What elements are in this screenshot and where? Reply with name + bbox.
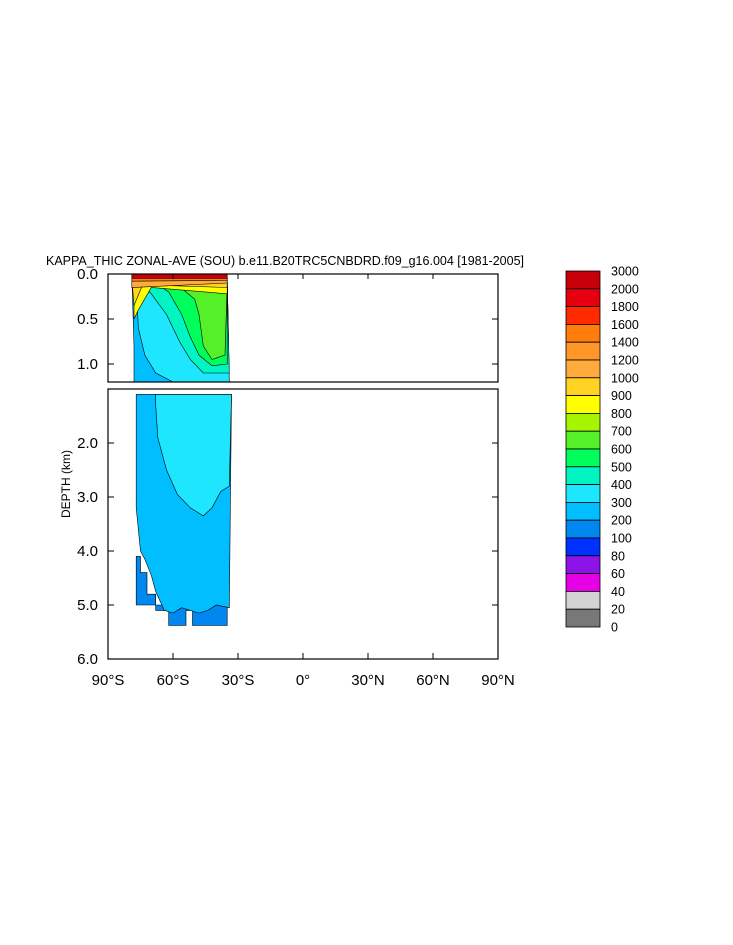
colorbar-swatch: [565, 323, 601, 343]
x-tick-label: 30°N: [351, 672, 385, 689]
x-tick-label: 90°N: [481, 672, 515, 689]
lower-panel-fill: [135, 394, 232, 626]
colorbar-label: 3000: [611, 265, 639, 279]
y-tick-label: 5.0: [77, 597, 98, 614]
colorbar-swatch: [565, 484, 601, 503]
upper-panel-fill: [131, 274, 230, 382]
colorbar-swatch: [565, 395, 601, 414]
colorbar-swatch: [565, 608, 601, 628]
colorbar-swatch: [565, 555, 601, 574]
colorbar-label: 20: [611, 603, 625, 617]
colorbar-label: 800: [611, 407, 632, 421]
x-tick-label: 90°S: [92, 672, 125, 689]
axis-ticks: 90°S 60°S 30°S 0° 30°N 60°N 90°N 0.0 0.5 1.0 2.0 3.…: [77, 266, 515, 689]
colorbar-swatch: [565, 466, 601, 485]
colorbar-swatch: [565, 288, 601, 307]
y-tick-label: 3.0: [77, 489, 98, 506]
colorbar: 3000200018001600140012001000900800700600…: [565, 265, 639, 635]
colorbar-label: 600: [611, 443, 632, 457]
x-tick-label: 30°S: [222, 672, 255, 689]
contour-region-upper-700: [172, 284, 228, 360]
colorbar-label: 1600: [611, 318, 639, 332]
colorbar-swatch: [565, 270, 601, 290]
colorbar-label: 1800: [611, 300, 639, 314]
colorbar-label: 2000: [611, 282, 639, 296]
contour-region-lower-400: [155, 394, 232, 517]
colorbar-label: 200: [611, 514, 632, 528]
colorbar-swatch: [565, 341, 601, 361]
colorbar-swatch: [565, 519, 601, 539]
colorbar-label: 1400: [611, 336, 639, 350]
colorbar-label: 100: [611, 532, 632, 546]
colorbar-label: 500: [611, 460, 632, 474]
y-tick-label: 0.5: [77, 311, 98, 328]
colorbar-label: 1000: [611, 371, 639, 385]
x-tick-label: 0°: [296, 672, 310, 689]
y-tick-label: 6.0: [77, 651, 98, 668]
colorbar-label: 1200: [611, 354, 639, 368]
x-tick-label: 60°S: [157, 672, 190, 689]
y-tick-label: 4.0: [77, 543, 98, 560]
colorbar-label: 60: [611, 567, 625, 581]
colorbar-swatch: [565, 306, 601, 325]
colorbar-swatch: [565, 591, 601, 610]
colorbar-swatch: [565, 412, 601, 432]
chart-title: KAPPA_THIC ZONAL-AVE (SOU) b.e11.B20TRC5…: [46, 254, 524, 268]
colorbar-swatch: [565, 430, 601, 450]
colorbar-label: 700: [611, 425, 632, 439]
colorbar-swatch: [565, 537, 601, 557]
colorbar-swatch: [565, 501, 601, 521]
x-tick-label: 60°N: [416, 672, 450, 689]
y-tick-label: 0.0: [77, 266, 98, 283]
colorbar-label: 80: [611, 549, 625, 563]
y-tick-label: 1.0: [77, 356, 98, 373]
colorbar-label: 40: [611, 585, 625, 599]
y-tick-label: 2.0: [77, 435, 98, 452]
colorbar-label: 400: [611, 478, 632, 492]
colorbar-swatch: [565, 448, 601, 468]
colorbar-swatch: [565, 377, 601, 396]
colorbar-label: 900: [611, 389, 632, 403]
contour-region-upper-3000: [131, 274, 228, 279]
colorbar-label: 300: [611, 496, 632, 510]
y-axis-label: DEPTH (km): [59, 450, 73, 518]
colorbar-swatch: [565, 359, 601, 379]
colorbar-swatch: [565, 573, 601, 592]
colorbar-label: 0: [611, 621, 618, 635]
